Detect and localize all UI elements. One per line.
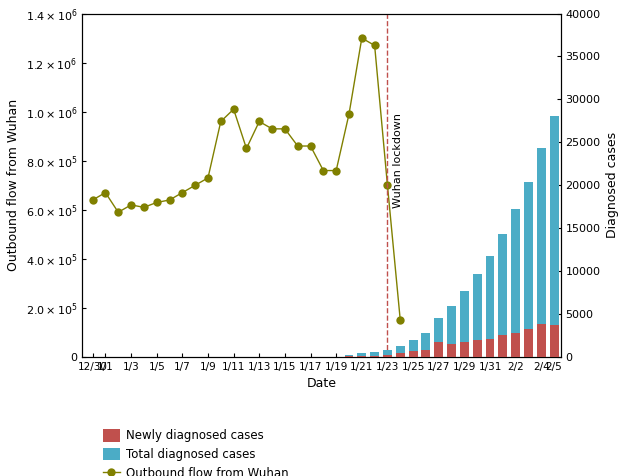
Bar (434, 342, 443, 357)
Bar (537, 324, 546, 357)
X-axis label: Date: Date (307, 377, 336, 390)
Bar (434, 318, 443, 357)
Bar (511, 333, 520, 357)
Y-axis label: Diagnosed cases: Diagnosed cases (606, 132, 619, 238)
Bar (370, 356, 379, 357)
Bar (524, 329, 533, 357)
Bar (550, 117, 558, 357)
Bar (447, 345, 456, 357)
Bar (357, 356, 366, 357)
Bar (383, 355, 392, 357)
Bar (357, 353, 366, 357)
Bar (537, 148, 546, 357)
Bar (370, 352, 379, 357)
Bar (460, 342, 469, 357)
Bar (511, 209, 520, 357)
Bar (486, 256, 495, 357)
Bar (396, 346, 405, 357)
Bar (473, 340, 481, 357)
Bar (550, 325, 558, 357)
Bar (409, 351, 418, 357)
Bar (498, 335, 507, 357)
Bar (524, 181, 533, 357)
Bar (421, 350, 431, 357)
Bar (473, 274, 481, 357)
Y-axis label: Outbound flow from Wuhan: Outbound flow from Wuhan (7, 99, 20, 271)
Bar (421, 334, 431, 357)
Bar (486, 339, 495, 357)
Bar (498, 234, 507, 357)
Bar (409, 340, 418, 357)
Bar (460, 291, 469, 357)
Bar (447, 306, 456, 357)
Bar (383, 350, 392, 357)
Bar (396, 353, 405, 357)
Text: Wuhan lockdown: Wuhan lockdown (393, 113, 403, 208)
Legend: Newly diagnosed cases, Total diagnosed cases, Outbound flow from Wuhan: Newly diagnosed cases, Total diagnosed c… (98, 425, 294, 476)
Bar (344, 355, 354, 357)
